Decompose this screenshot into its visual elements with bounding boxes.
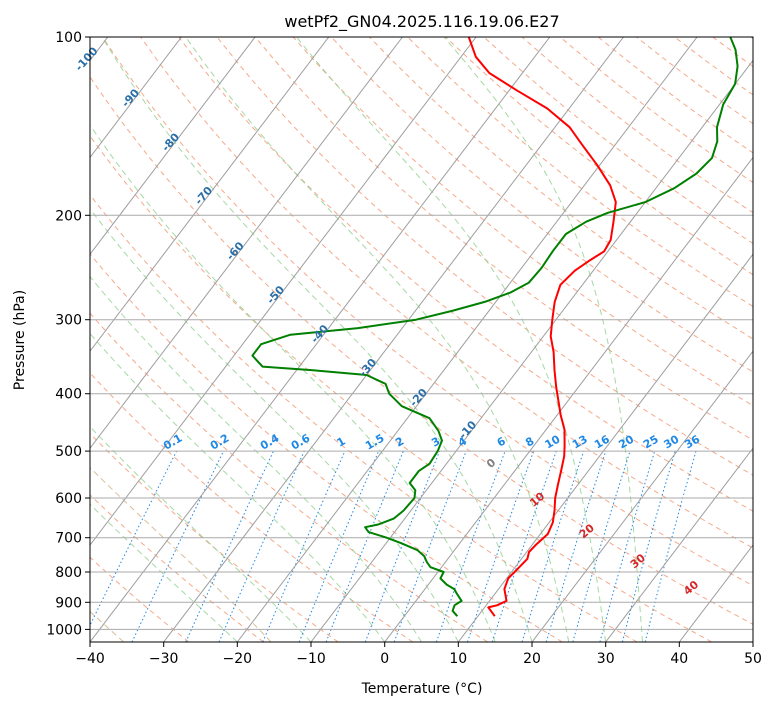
mixing-ratio-line: [185, 450, 274, 642]
dry-adiabat-line: [331, 37, 753, 373]
x-axis-label: Temperature (°C): [361, 681, 483, 697]
plot-frame: [89, 36, 754, 643]
y-tick-label: 500: [55, 444, 82, 460]
saturation-curve-line: [90, 466, 272, 642]
moist-adiabat-line: [90, 332, 386, 642]
moist-adiabat-line: [90, 425, 312, 642]
x-tick-label: 40: [670, 651, 688, 667]
x-tick-label: −10: [296, 651, 326, 667]
moist-adiabat-line: [296, 37, 607, 642]
dry-adiabat-line: [254, 37, 753, 441]
y-tick-label: 400: [55, 387, 82, 403]
moist-adiabat-line: [90, 503, 238, 642]
mixing-ratio-line: [467, 450, 535, 642]
mixing-ratio-line: [218, 450, 305, 642]
profile-series-line-0: [467, 37, 617, 617]
y-tick-label: 600: [55, 491, 82, 507]
y-tick-label: 700: [55, 531, 82, 547]
isotherm-line: [90, 37, 182, 159]
mixing-ratio-line: [262, 450, 346, 642]
isotherm-line: [90, 37, 551, 642]
mixing-ratio-line: [364, 450, 441, 642]
dry-adiabat-line: [178, 37, 753, 512]
isotherm-line: [90, 37, 403, 450]
profile-series-line-1: [251, 37, 739, 617]
dry-adiabat-line: [407, 37, 753, 308]
chart-title: wetPf2_GN04.2025.116.19.06.E27: [284, 12, 559, 32]
y-axis-label: Pressure (hPa): [12, 290, 28, 390]
x-tick-label: 50: [744, 651, 762, 667]
y-tick-label: 900: [55, 595, 82, 611]
moist-adiabat-line: [185, 37, 570, 642]
mixing-ratio-line: [90, 450, 178, 627]
y-tick-label: 1000: [46, 622, 82, 638]
y-tick-label: 100: [55, 30, 82, 46]
dry-adiabat-line: [90, 135, 712, 642]
mixing-ratio-line: [393, 450, 467, 642]
x-tick-label: −30: [149, 651, 179, 667]
x-tick-label: 10: [449, 651, 467, 667]
dry-adiabat-line: [102, 37, 753, 587]
mixing-ratio-line: [131, 450, 224, 642]
y-tick-label: 200: [55, 208, 82, 224]
dry-adiabat-line: [216, 37, 753, 476]
isotherm-line: [531, 350, 753, 642]
x-tick-label: 20: [523, 651, 541, 667]
y-tick-label: 300: [55, 313, 82, 329]
dry-adiabat-line: [90, 253, 563, 642]
isotherm-line: [457, 253, 753, 642]
moist-adiabat-line: [101, 37, 533, 642]
isotherm-line: [90, 37, 330, 353]
moist-adiabat-line: [90, 275, 422, 642]
isotherm-line: [605, 447, 753, 642]
x-tick-label: 30: [597, 651, 615, 667]
isotherm-line: [384, 156, 753, 642]
dry-adiabat-line: [90, 75, 753, 625]
dry-adiabat-line: [90, 194, 638, 642]
x-tick-label: 0: [380, 651, 389, 667]
x-tick-label: −20: [223, 651, 253, 667]
mixing-ratio-line: [435, 450, 506, 642]
mixing-ratio-line: [621, 450, 676, 642]
isotherm-line: [310, 59, 753, 642]
isotherm-line: [90, 37, 477, 546]
isotherm-line: [163, 37, 624, 642]
axes: −40 −30 −20 −10 0 10 20 30 40 50 100 200 300 400 500 60…: [46, 30, 762, 667]
x-tick-label: −40: [75, 651, 105, 667]
mixing-ratio-line: [644, 450, 697, 642]
dry-adiabat-line: [90, 432, 339, 642]
profile-series: [251, 37, 739, 617]
y-tick-label: 800: [55, 565, 82, 581]
moist-adiabat-line: [90, 124, 496, 642]
isotherm-line: [90, 37, 256, 256]
isotherm-line: [236, 37, 698, 642]
dry-adiabat-line: [140, 37, 753, 549]
dry-adiabat-line: [90, 556, 190, 642]
mixing-ratio-line: [298, 450, 380, 642]
background-lines: [90, 37, 753, 642]
moist-adiabat-line: [443, 37, 643, 642]
